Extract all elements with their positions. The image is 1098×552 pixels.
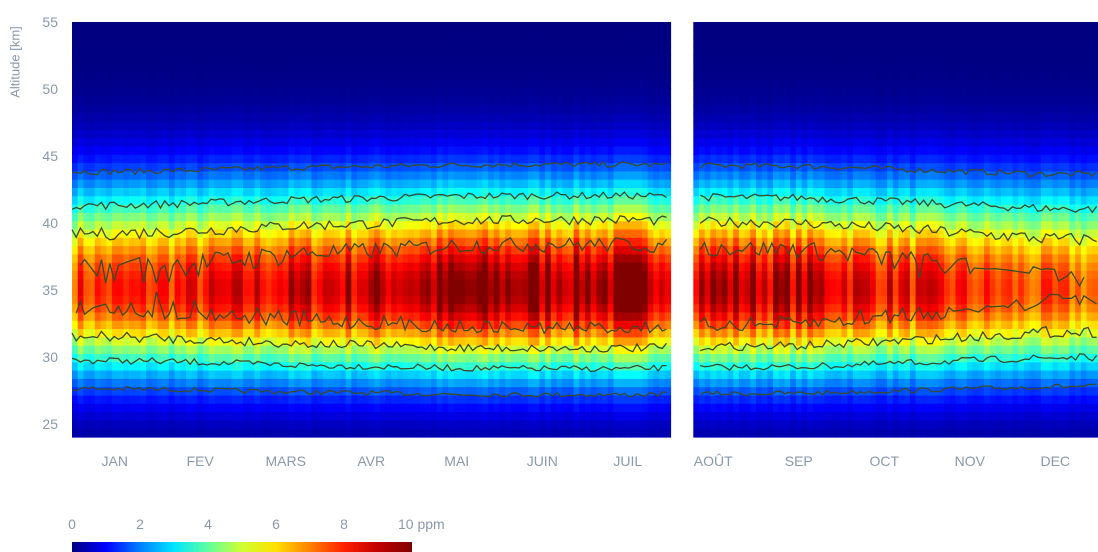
contour-2ppm-lower-a [71, 385, 667, 398]
colorbar [72, 542, 412, 552]
contour-4ppm-upper-b [699, 193, 1098, 214]
y-tick-45: 45 [42, 147, 58, 164]
contour-4ppm-upper-a [71, 191, 667, 211]
x-tick-1: FEV [186, 453, 214, 469]
y-tick-25: 25 [42, 415, 58, 432]
contour-8ppm-lower-a [75, 291, 667, 335]
contour-6ppm-lower-a [71, 330, 668, 353]
x-tick-0: JAN [101, 453, 128, 469]
colorbar-tick-2: 4 [204, 516, 212, 532]
x-tick-9: OCT [869, 453, 900, 469]
x-tick-7: AOÛT [693, 453, 733, 469]
contour-8ppm-lower-b [699, 293, 1097, 332]
contour-2ppm-upper-a [71, 160, 667, 176]
x-tick-3: AVR [357, 453, 386, 469]
y-tick-30: 30 [42, 348, 58, 365]
y-tick-55: 55 [42, 14, 58, 30]
contour-6ppm-lower-b [699, 325, 1097, 352]
contour-8ppm-upper-b [699, 240, 1085, 288]
contour-4ppm-lower-b [700, 353, 1098, 371]
y-tick-40: 40 [42, 214, 58, 231]
contour-2ppm-lower-b [699, 383, 1097, 397]
y-tick-35: 35 [42, 281, 58, 298]
x-tick-10: NOV [954, 453, 985, 469]
contour-lines [71, 160, 1098, 398]
x-tick-5: JUIN [526, 453, 558, 469]
colorbar-tick-5: 10 ppm [398, 516, 445, 532]
x-tick-6: JUIL [613, 453, 643, 469]
contour-6ppm-upper-a [71, 214, 667, 241]
contour-8ppm-upper-a [79, 236, 668, 286]
y-axis-label: Altitude [km] [7, 26, 23, 98]
contour-4ppm-lower-a [71, 357, 667, 373]
contour-2ppm-upper-b [699, 162, 1098, 178]
colorbar-tick-3: 6 [272, 516, 280, 532]
heatmap-cells [72, 22, 1098, 438]
colorbar-tick-4: 8 [340, 516, 348, 532]
x-tick-8: SEP [784, 453, 813, 469]
x-tick-11: DEC [1040, 453, 1071, 469]
y-tick-50: 50 [42, 80, 58, 97]
colorbar-tick-0: 0 [68, 516, 76, 532]
colorbar-tick-1: 2 [136, 516, 144, 532]
contour-6ppm-upper-b [699, 216, 1097, 246]
x-tick-2: MARS [265, 453, 306, 469]
x-tick-4: MAI [444, 453, 470, 469]
